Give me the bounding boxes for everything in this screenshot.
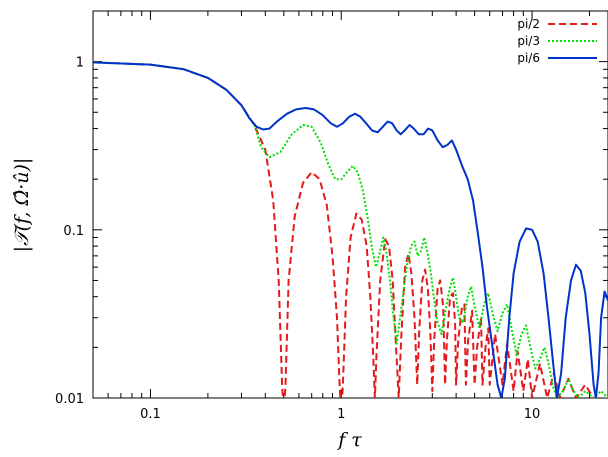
series-line-1 bbox=[93, 61, 595, 398]
x-tick-label: 10 bbox=[524, 407, 541, 422]
series-layer bbox=[93, 61, 608, 398]
x-axis-label: f τ bbox=[336, 429, 362, 451]
y-tick-labels: 0.01 0.1 1 bbox=[55, 56, 84, 407]
x-tick-label: 1 bbox=[337, 407, 345, 422]
series-line-2 bbox=[93, 61, 608, 398]
plot-area-frame bbox=[92, 10, 608, 399]
legend-label-1: pi/2 bbox=[517, 17, 540, 31]
legend-label-3: pi/6 bbox=[517, 51, 540, 65]
x-tick-labels: 0.1 1 10 bbox=[140, 407, 540, 422]
y-tick-label: 1 bbox=[76, 56, 84, 71]
y-tick-label: 0.1 bbox=[63, 224, 84, 239]
legend: pi/2 pi/3 pi/6 bbox=[517, 17, 597, 65]
x-tick-label: 0.1 bbox=[140, 407, 161, 422]
y-axis-label: |𝒯(f, Ω̂·û)| bbox=[11, 158, 33, 253]
major-ticks bbox=[93, 11, 608, 399]
legend-label-2: pi/3 bbox=[517, 34, 540, 48]
series-line-3 bbox=[93, 61, 608, 398]
y-tick-label: 0.01 bbox=[55, 392, 84, 407]
minor-ticks bbox=[93, 11, 608, 398]
